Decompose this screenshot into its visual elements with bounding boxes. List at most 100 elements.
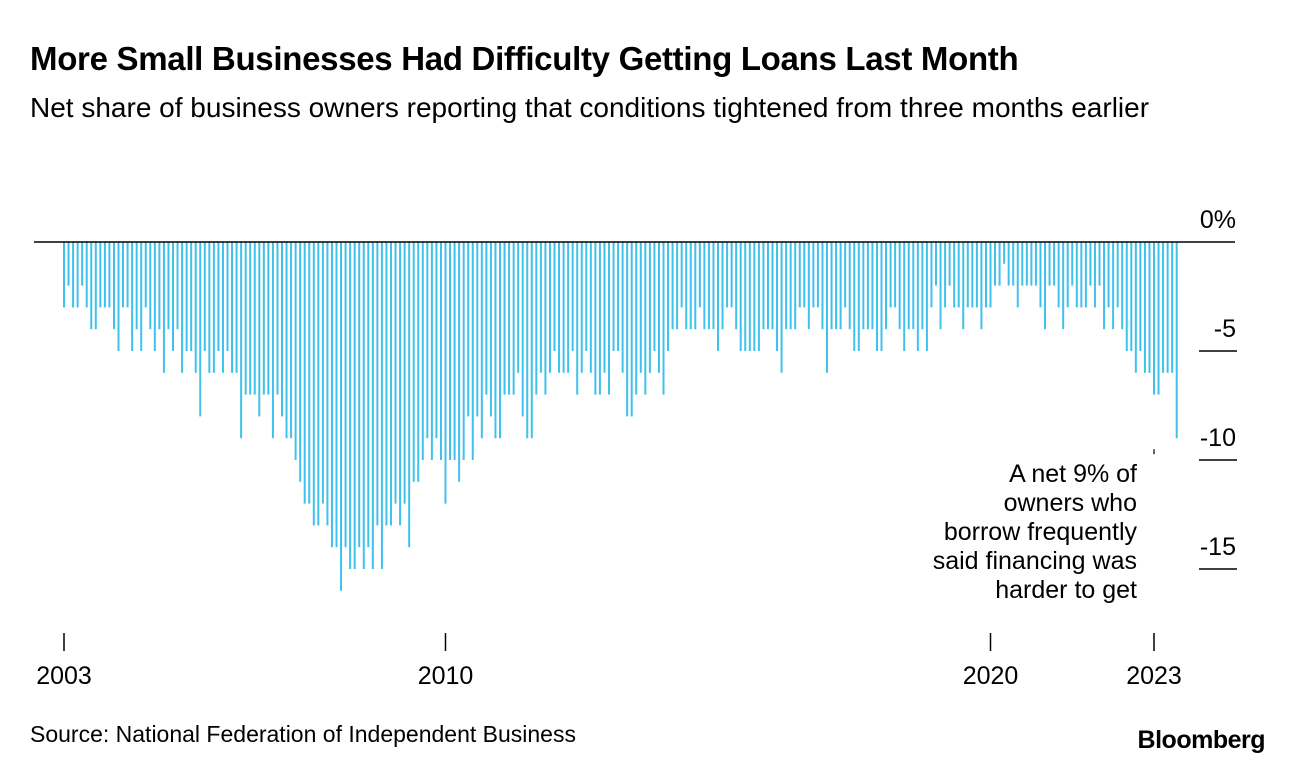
bar	[807, 242, 810, 330]
y-tick-label: -10	[1200, 424, 1236, 452]
bar	[217, 242, 220, 351]
bar	[226, 242, 229, 351]
bar	[172, 242, 174, 351]
bar	[72, 242, 75, 308]
bar	[1062, 242, 1065, 330]
bar	[190, 242, 193, 351]
bar	[380, 242, 383, 569]
bar	[912, 242, 915, 330]
bar	[780, 242, 783, 373]
bar	[1012, 242, 1015, 286]
bar	[149, 242, 152, 330]
bar	[503, 242, 506, 395]
bar	[235, 242, 238, 373]
bar	[1116, 242, 1119, 308]
bar	[508, 242, 511, 395]
bar	[99, 242, 102, 308]
bar	[998, 242, 1001, 286]
y-tick-label: -15	[1200, 533, 1236, 561]
chart-subtitle: Net share of business owners reporting t…	[30, 92, 1150, 123]
bar	[580, 242, 583, 373]
bar	[562, 242, 565, 373]
bar	[567, 242, 570, 373]
bar	[476, 242, 479, 417]
bar	[449, 242, 452, 460]
bar	[81, 242, 84, 286]
bar	[444, 242, 447, 504]
bar	[358, 242, 361, 548]
bar	[1048, 242, 1051, 286]
x-tick-label: 2023	[1126, 662, 1182, 690]
bar	[785, 242, 788, 330]
bar	[312, 242, 315, 526]
bar	[885, 242, 888, 330]
bar	[553, 242, 556, 351]
bar	[294, 242, 297, 460]
bar	[399, 242, 402, 526]
bar	[1130, 242, 1133, 351]
y-axis: 0% -5 -10 -15	[1199, 206, 1237, 570]
bar	[903, 242, 906, 351]
bar	[1098, 242, 1101, 286]
bar	[462, 242, 465, 460]
bar	[326, 242, 329, 526]
bar	[135, 242, 138, 330]
bar	[417, 242, 420, 482]
bar	[989, 242, 992, 308]
bar	[249, 242, 252, 395]
bar	[535, 242, 538, 395]
bar	[671, 242, 674, 330]
bar	[735, 242, 738, 330]
bar	[1112, 242, 1115, 330]
bar	[299, 242, 302, 482]
bar	[712, 242, 715, 330]
bar	[880, 242, 883, 351]
bar	[439, 242, 442, 460]
bar	[435, 242, 438, 439]
bar	[1084, 242, 1087, 308]
bar	[662, 242, 665, 395]
bar	[167, 242, 170, 330]
bar	[594, 242, 597, 395]
bar	[980, 242, 983, 330]
bar	[571, 242, 574, 351]
bar	[921, 242, 924, 330]
bar	[1139, 242, 1142, 351]
bar	[103, 242, 106, 308]
bar	[766, 242, 769, 330]
bar	[185, 242, 188, 351]
bar	[789, 242, 792, 330]
bar	[112, 242, 115, 330]
bar	[94, 242, 97, 330]
bar	[412, 242, 415, 482]
bar	[1143, 242, 1146, 373]
bar	[158, 242, 161, 330]
bar	[939, 242, 942, 330]
bar	[1121, 242, 1124, 330]
bar	[126, 242, 129, 308]
bar	[694, 242, 697, 330]
bar	[458, 242, 461, 482]
bar	[1025, 242, 1028, 286]
bar	[285, 242, 288, 439]
bar	[612, 242, 615, 351]
bar	[648, 242, 651, 373]
bar	[621, 242, 624, 373]
bar	[1066, 242, 1069, 308]
bar	[385, 242, 388, 526]
bar	[276, 242, 279, 395]
bar	[544, 242, 547, 395]
bar	[726, 242, 729, 308]
bar	[739, 242, 742, 351]
bar	[485, 242, 488, 395]
bar	[208, 242, 211, 373]
bar	[1075, 242, 1078, 308]
bar	[1157, 242, 1160, 395]
bar	[730, 242, 733, 308]
bar	[108, 242, 111, 308]
bar	[140, 242, 143, 351]
x-axis: 2003 2010 2020 2023	[36, 633, 1182, 690]
x-tick-label: 2010	[418, 662, 474, 690]
bar	[862, 242, 865, 330]
bar	[63, 242, 65, 308]
